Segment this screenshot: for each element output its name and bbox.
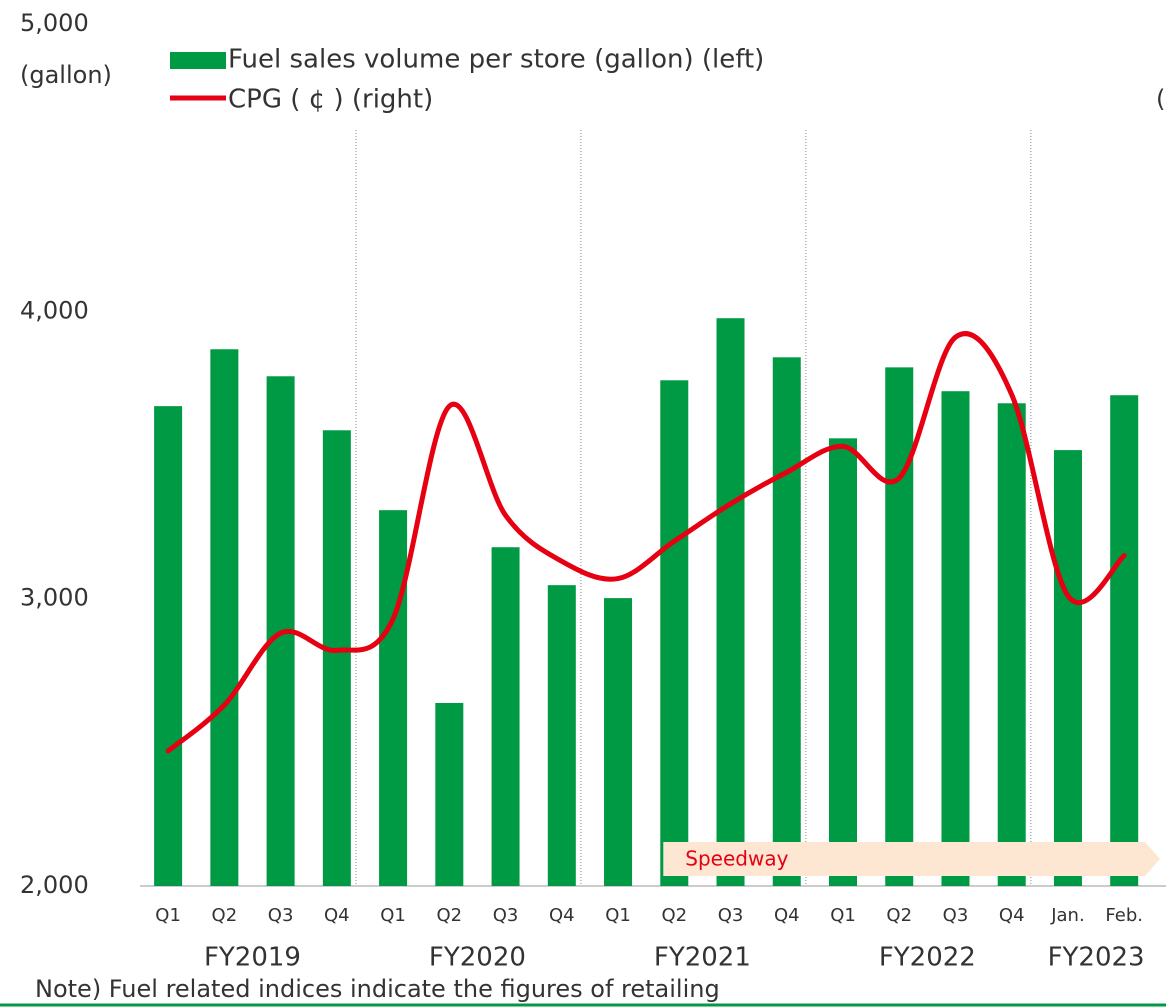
annotation-arrow xyxy=(663,842,1160,876)
x-tick-label: Q2 xyxy=(212,905,238,926)
y-tick-label: 4,000 xyxy=(20,296,89,324)
note: Note) Fuel related indices indicate the … xyxy=(35,975,720,1003)
bar xyxy=(604,598,633,886)
y-axis-label: (gallon) xyxy=(20,61,112,89)
x-tick-label: Feb. xyxy=(1105,905,1143,926)
group-label: FY2020 xyxy=(429,943,526,973)
bar xyxy=(547,585,576,886)
bar xyxy=(1053,450,1082,886)
group-label: FY2021 xyxy=(654,943,751,973)
group-label: FY2019 xyxy=(204,943,301,973)
x-tick-label: Q2 xyxy=(886,905,912,926)
x-tick-label: Q4 xyxy=(324,905,350,926)
legend-label: Fuel sales volume per store (gallon) (le… xyxy=(228,45,764,75)
bar xyxy=(322,430,351,886)
x-tick-label: Q1 xyxy=(380,905,406,926)
legend-label: CPG ( ¢ ) (right) xyxy=(228,85,433,115)
bar xyxy=(885,367,914,886)
x-tick-label: Q1 xyxy=(830,905,856,926)
x-tick-label: Q3 xyxy=(718,905,744,926)
x-tick-label: Q3 xyxy=(943,905,969,926)
y-tick-label: 5,000 xyxy=(20,9,89,37)
bar xyxy=(1110,395,1139,886)
bar xyxy=(435,702,464,886)
bar xyxy=(997,403,1026,886)
group-label: FY2023 xyxy=(1048,943,1145,973)
x-tick-label: Jan. xyxy=(1050,905,1084,926)
x-tick-label: Q2 xyxy=(661,905,687,926)
x-tick-label: Q1 xyxy=(605,905,631,926)
bar xyxy=(379,510,408,886)
x-tick-label: Q4 xyxy=(549,905,575,926)
y2-axis-label: ( xyxy=(1156,85,1165,113)
cpg-line xyxy=(165,331,1127,754)
x-tick-label: Q1 xyxy=(155,905,181,926)
x-tick-label: Q4 xyxy=(999,905,1025,926)
y-tick-label: 3,000 xyxy=(20,584,89,612)
bar xyxy=(210,349,239,886)
bar xyxy=(772,357,801,887)
legend-swatch xyxy=(170,52,226,69)
bar xyxy=(660,380,689,886)
annotation-text: Speedway xyxy=(685,847,788,871)
x-tick-label: Q4 xyxy=(774,905,800,926)
bar xyxy=(491,547,520,886)
x-tick-label: Q3 xyxy=(493,905,519,926)
x-tick-label: Q2 xyxy=(437,905,463,926)
bar xyxy=(154,406,183,886)
bar xyxy=(716,318,745,886)
x-tick-label: Q3 xyxy=(268,905,294,926)
group-label: FY2022 xyxy=(879,943,976,973)
bar xyxy=(829,438,857,886)
bar xyxy=(941,391,970,886)
y-tick-label: 2,000 xyxy=(20,871,89,899)
